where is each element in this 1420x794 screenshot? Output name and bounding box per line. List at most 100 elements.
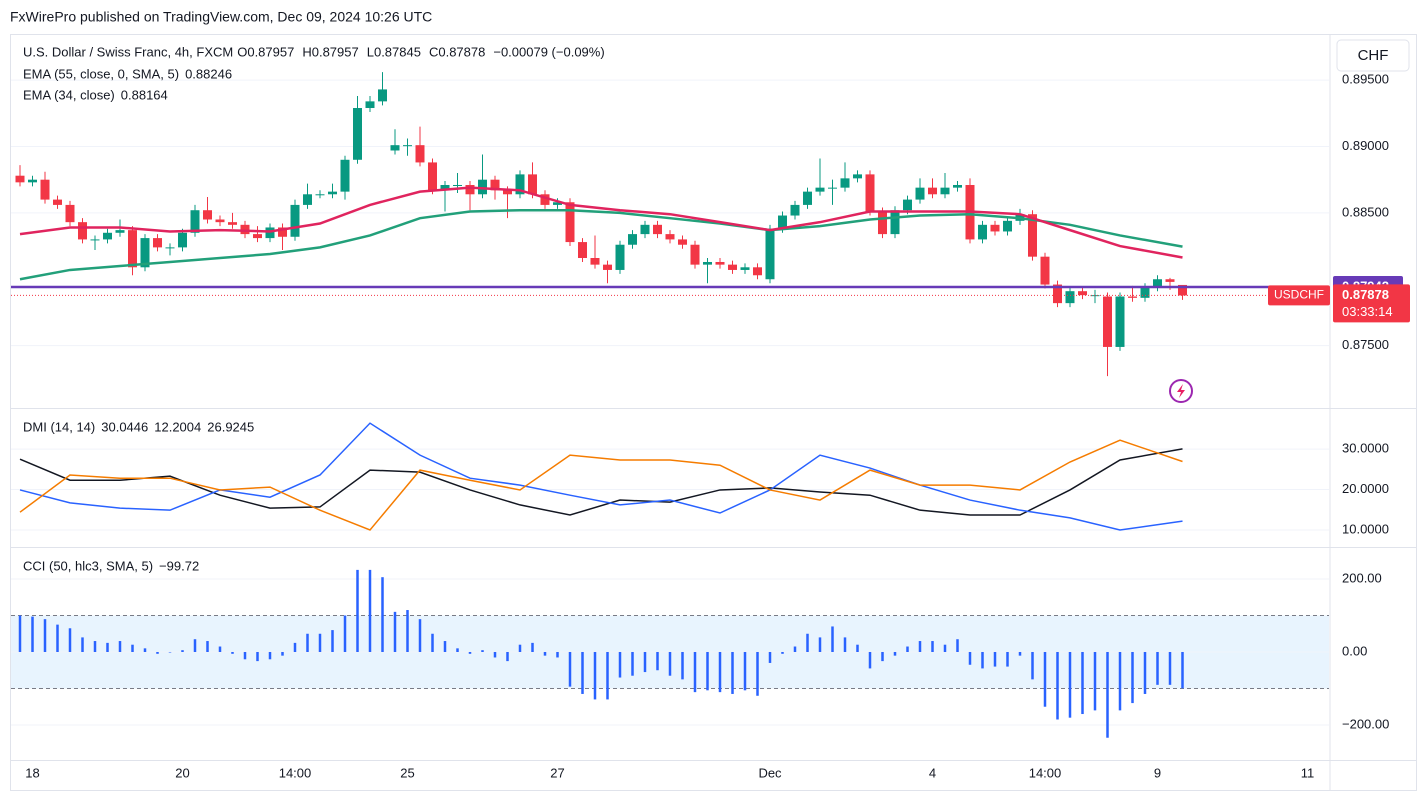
candle-body <box>803 191 812 205</box>
candle-body <box>740 267 750 270</box>
candle-body <box>415 145 425 163</box>
candle-body <box>228 222 237 225</box>
candle-body <box>40 179 50 200</box>
candle-body <box>915 187 925 200</box>
indicator-line <box>19 448 1183 516</box>
lightning-icon[interactable] <box>1169 379 1193 403</box>
cci-bar <box>206 641 209 652</box>
candle-body <box>165 247 175 249</box>
candle-body <box>1153 279 1162 288</box>
cci-bar <box>406 610 409 652</box>
cci-bar <box>156 651 159 654</box>
cci-bar <box>231 651 234 654</box>
cci-bar <box>743 651 747 691</box>
cci-bar <box>481 650 484 652</box>
y-tick-label: 30.0000 <box>1342 441 1389 456</box>
candle-body <box>490 179 500 191</box>
x-tick-label: 25 <box>400 765 414 780</box>
candle-body <box>1140 287 1150 298</box>
candle-body <box>890 210 900 235</box>
cci-bar <box>681 651 684 680</box>
candle-body <box>753 267 762 276</box>
candle-body <box>215 219 225 223</box>
y-tick-label: 0.89500 <box>1342 72 1389 87</box>
currency-label[interactable]: CHF <box>1358 47 1389 64</box>
legend-title: DMI (14, 14) <box>23 419 95 434</box>
cci-bar <box>843 637 847 652</box>
cci-bar <box>1093 651 1097 711</box>
cci-bar <box>381 577 384 652</box>
cci-bar <box>831 626 834 652</box>
cci-bar <box>393 611 397 652</box>
cci-bar <box>581 651 584 694</box>
legend-change: −0.00079 (−0.09%) <box>493 44 604 59</box>
candle-body <box>528 174 537 195</box>
candle-body <box>865 174 875 212</box>
candle-body <box>353 108 362 160</box>
cci-bar <box>193 639 197 652</box>
candle-body <box>428 162 437 191</box>
y-tick-label: −200.00 <box>1342 716 1389 731</box>
candle-body <box>503 190 512 195</box>
candle-body <box>603 264 612 270</box>
cci-bar <box>706 651 709 691</box>
candle-body <box>1078 291 1087 296</box>
legend-key: C <box>429 44 438 59</box>
icon-bolt[interactable] <box>1177 384 1185 398</box>
candle-body <box>540 194 550 205</box>
candle-body <box>628 234 637 245</box>
y-tick-label: 10.0000 <box>1342 521 1389 536</box>
candle-body <box>440 184 450 191</box>
candle-body <box>315 194 325 196</box>
candle-body <box>78 222 87 240</box>
legend-value: 0.87957 <box>312 44 359 59</box>
cci-bar <box>981 651 984 669</box>
icon-ring[interactable] <box>1169 379 1193 403</box>
y-tick-label: 200.00 <box>1342 570 1382 585</box>
cci-bar <box>293 642 297 652</box>
candle-body <box>878 211 887 235</box>
x-tick-label: 9 <box>1154 765 1161 780</box>
last-price-label: 0.87878 <box>1342 287 1389 302</box>
cci-bar <box>1143 651 1147 694</box>
cci-bar <box>931 641 934 652</box>
candle-body <box>28 179 37 183</box>
cci-bar <box>418 619 422 652</box>
cci-bar <box>143 648 147 652</box>
candle-body <box>678 239 687 245</box>
cci-bar <box>968 651 972 665</box>
cci-bar <box>43 619 47 652</box>
candle-body <box>90 239 100 241</box>
legend-value: −99.72 <box>159 558 199 573</box>
x-tick-label: 27 <box>550 765 564 780</box>
candle-body <box>715 261 725 265</box>
candle-body <box>840 178 850 188</box>
cci-bar <box>56 624 59 652</box>
candle-body <box>178 232 187 248</box>
cci-bar <box>168 651 172 653</box>
candle-body <box>653 224 662 235</box>
cci-bar <box>468 651 472 654</box>
symbol-box <box>1268 285 1330 306</box>
cci-bar <box>618 651 622 678</box>
currency-button-box[interactable] <box>1336 39 1410 72</box>
candle-body <box>828 187 837 189</box>
currency-button[interactable]: CHF <box>1336 39 1410 72</box>
legend-title: CCI (50, hlc3, SMA, 5) <box>23 558 153 573</box>
cci-bar <box>306 633 309 652</box>
candle-body <box>378 89 387 102</box>
candle-body <box>790 204 800 216</box>
cci-bar <box>868 651 872 669</box>
cci-bar <box>131 644 134 652</box>
legend-series-value: 0.88164 <box>121 87 168 102</box>
cci-bar <box>556 651 559 658</box>
indicator-line <box>19 439 1183 531</box>
y-tick-label: 0.00 <box>1342 643 1367 658</box>
cci-bar <box>531 642 534 652</box>
cci-bar <box>943 644 947 652</box>
candle-body <box>1178 284 1187 296</box>
cci-bar <box>893 651 897 656</box>
candle-body <box>765 228 775 280</box>
candle-body <box>990 224 1000 232</box>
header: FxWirePro published on TradingView.com, … <box>10 9 432 25</box>
